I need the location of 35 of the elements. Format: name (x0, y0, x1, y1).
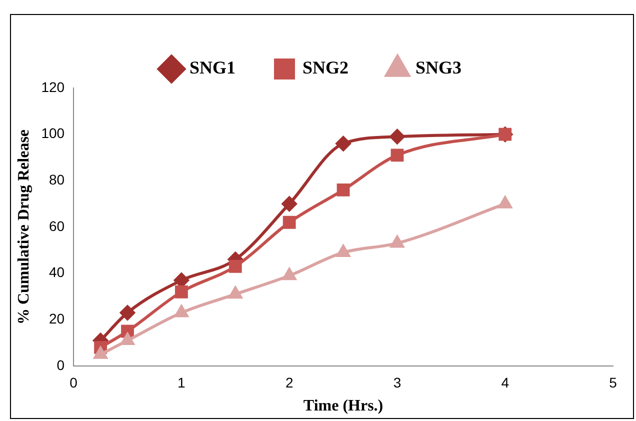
x-tick-label: 0 (70, 374, 78, 390)
legend-label: SNG3 (416, 58, 462, 78)
x-tick-label: 4 (501, 374, 510, 390)
x-tick-label: 5 (609, 374, 618, 390)
point (390, 236, 404, 248)
y-tick-label: 100 (41, 125, 65, 142)
x-axis-title: Time (Hrs.) (303, 398, 384, 415)
point (336, 244, 350, 257)
point (94, 346, 108, 359)
point (336, 183, 350, 196)
point (120, 333, 134, 346)
legend-label: SNG2 (302, 58, 349, 78)
point (390, 148, 404, 162)
point (498, 196, 512, 208)
x-tick-label: 1 (178, 374, 186, 390)
y-tick-label: 40 (48, 264, 65, 280)
y-tick-label: 20 (48, 310, 65, 327)
y-axis-title: % Cumulative Drug Release (16, 129, 33, 325)
point (282, 196, 297, 212)
point (228, 260, 242, 273)
y-tick-label: 80 (48, 172, 65, 188)
x-tick-label: 3 (393, 374, 402, 390)
point (282, 268, 296, 280)
point (336, 136, 351, 152)
point (228, 286, 242, 299)
y-tick-label: 120 (41, 78, 65, 95)
x-tick-label: 2 (285, 374, 294, 390)
y-tick-label: 60 (48, 218, 65, 234)
legend-label: SNG1 (189, 58, 236, 78)
point (282, 216, 296, 229)
point (174, 285, 188, 298)
point (390, 129, 405, 144)
y-tick-label: 0 (56, 356, 65, 373)
point (174, 305, 188, 318)
point (120, 305, 136, 320)
